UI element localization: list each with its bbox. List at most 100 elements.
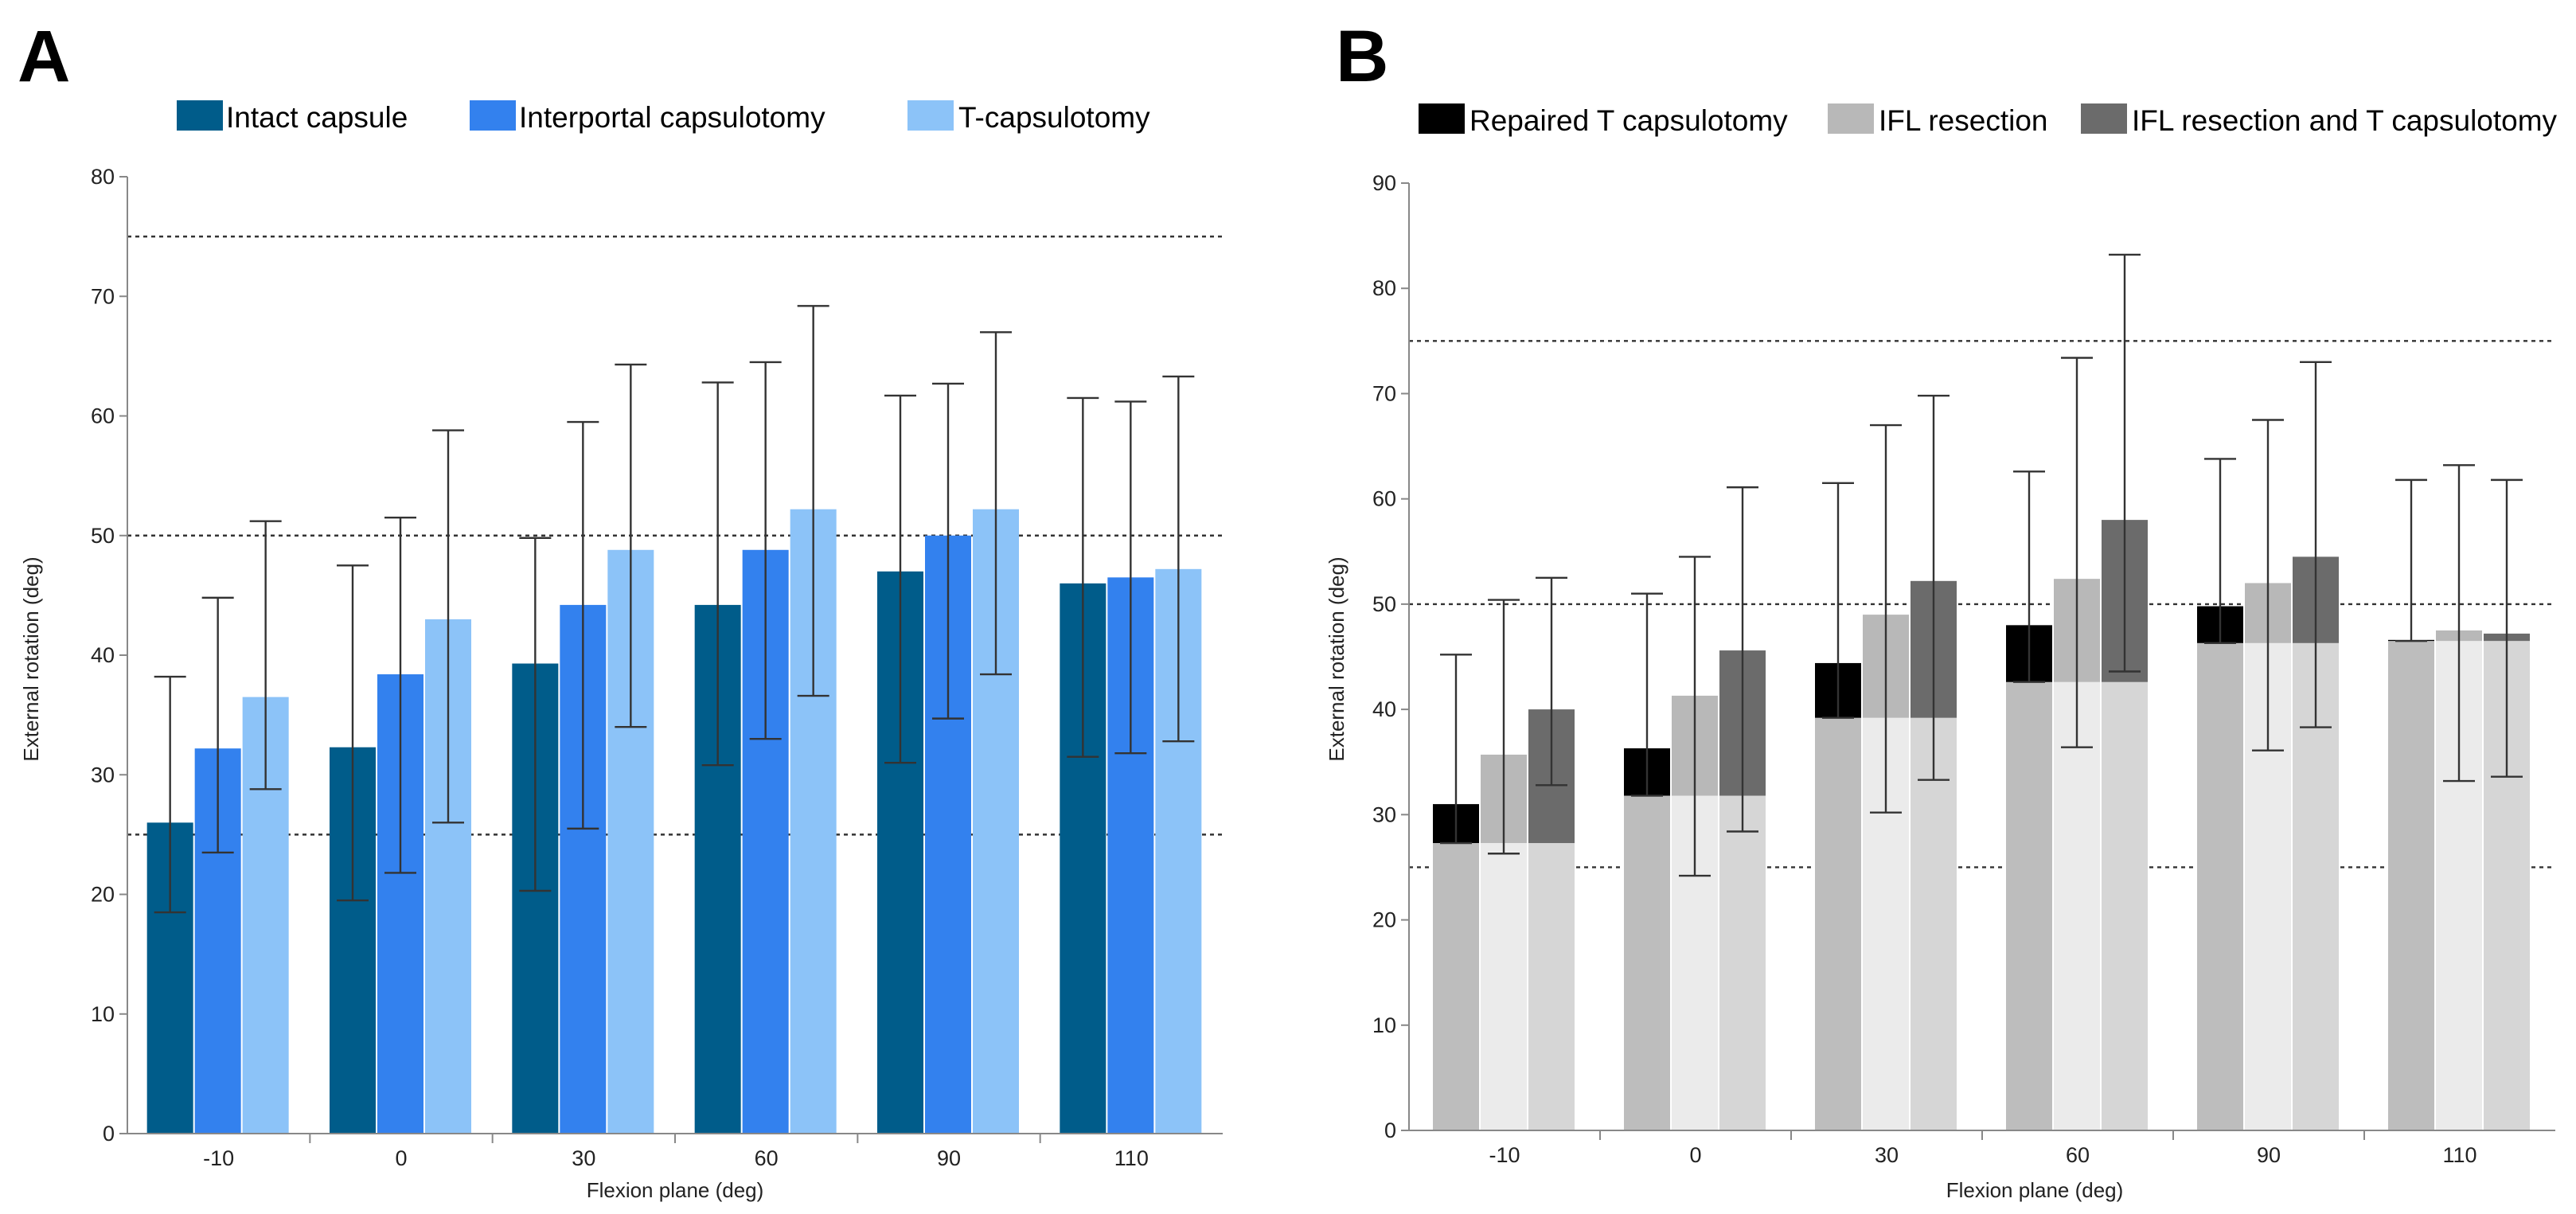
error-bar-t-capsulotomy-90 [980, 331, 1012, 676]
axes-b [1408, 183, 2555, 1131]
error-bar-ifl-resection-0 [1679, 556, 1711, 877]
chart-panel-b: B Repaired T capsulotomy IFL resection I… [1325, 16, 2558, 1202]
error-bar-ifl-resection-10 [1488, 599, 1520, 855]
bar-baseline-repaired-t-capsulotomy-30 [1815, 717, 1861, 1130]
error-bar-t-capsulotomy-110 [1162, 375, 1195, 743]
error-bar-intact-capsule-10 [154, 675, 186, 914]
error-bar-repaired-t-capsulotomy-30 [1822, 482, 1854, 719]
y-ticks-b: 0 10 20 30 40 50 60 70 80 90 [1372, 171, 1409, 1142]
error-bar-intact-capsule-0 [337, 564, 369, 902]
reference-lines-a [127, 235, 1223, 836]
error-bar-repaired-t-capsulotomy-60 [2013, 470, 2045, 683]
error-bars-b [1440, 253, 2523, 877]
y-tick-label-30: 30 [91, 763, 115, 787]
y-tick-label-10: 10 [91, 1002, 115, 1026]
error-bar-intact-capsule-60 [701, 381, 734, 767]
x-axis-title-b: Flexion plane (deg) [1946, 1178, 2124, 1202]
error-bar-t-capsulotomy-60 [797, 305, 829, 697]
y-tick-label-90: 90 [1372, 171, 1396, 195]
error-bar-interportal-capsulotomy-110 [1114, 400, 1147, 755]
error-bar-t-capsulotomy-0 [432, 429, 464, 824]
error-bars-a [154, 305, 1195, 914]
error-bar-ifl-resection-and-t-capsulotomy-10 [1536, 576, 1567, 787]
y-tick-label-0: 0 [103, 1122, 115, 1146]
error-bar-ifl-resection-30 [1870, 424, 1902, 814]
y-tick-label-70: 70 [91, 284, 115, 308]
x-ticks-a: -10 0 30 60 90 110 [203, 1134, 1149, 1170]
y-tick-label-0: 0 [1384, 1118, 1396, 1142]
bar-baseline-ifl-resection-60 [2054, 681, 2100, 1130]
bar-baseline-ifl-resection-and-t-capsulotomy-30 [1911, 717, 1957, 1130]
x-tick-label-110: 110 [1114, 1146, 1149, 1170]
y-tick-label-10: 10 [1372, 1013, 1396, 1037]
x-tick-label-10: -10 [1489, 1143, 1520, 1167]
x-tick-label-110: 110 [2442, 1143, 2476, 1167]
axes-a [127, 177, 1223, 1134]
x-tick-label-30: 30 [1875, 1143, 1899, 1167]
error-bar-ifl-resection-110 [2443, 464, 2475, 783]
bar-baseline-ifl-resection-and-t-capsulotomy-10 [1528, 843, 1575, 1130]
bar-baseline-repaired-t-capsulotomy-10 [1433, 843, 1479, 1130]
reference-lines-b [1409, 340, 2555, 869]
x-tick-label-0: 0 [395, 1146, 407, 1170]
x-ticks-b: -10 0 30 60 90 110 [1489, 1130, 2477, 1167]
x-tick-label-90: 90 [937, 1146, 961, 1170]
error-bar-ifl-resection-and-t-capsulotomy-30 [1918, 394, 1950, 781]
error-bar-interportal-capsulotomy-90 [932, 382, 964, 720]
error-bar-repaired-t-capsulotomy-10 [1440, 654, 1472, 845]
x-tick-label-90: 90 [2257, 1143, 2281, 1167]
x-axis-title-a: Flexion plane (deg) [587, 1178, 764, 1202]
bar-baseline-repaired-t-capsulotomy-90 [2197, 642, 2243, 1130]
legend-b-swatch-repaired [1419, 103, 1465, 134]
bar-baseline-repaired-t-capsulotomy-0 [1624, 795, 1670, 1130]
error-bar-interportal-capsulotomy-60 [749, 361, 782, 740]
x-tick-label-60: 60 [755, 1146, 779, 1170]
legend-b: Repaired T capsulotomy IFL resection IFL… [1419, 103, 2558, 137]
bars-b [1433, 520, 2530, 1130]
x-tick-label-60: 60 [2066, 1143, 2090, 1167]
legend-b-label-ifl-t: IFL resection and T capsulotomy [2132, 104, 2558, 137]
legend-a: Intact capsule Interportal capsulotomy T… [177, 100, 1150, 134]
error-bar-intact-capsule-90 [884, 394, 916, 764]
x-tick-label-0: 0 [1689, 1143, 1701, 1167]
error-bar-ifl-resection-90 [2252, 419, 2284, 751]
legend-a-label-intact-capsule: Intact capsule [226, 101, 408, 134]
legend-b-label-repaired: Repaired T capsulotomy [1469, 104, 1788, 137]
x-tick-label-10: -10 [203, 1146, 234, 1170]
error-bar-intact-capsule-30 [519, 537, 552, 892]
error-bar-ifl-resection-and-t-capsulotomy-60 [2109, 253, 2141, 673]
legend-a-label-interportal: Interportal capsulotomy [519, 101, 825, 134]
error-bar-repaired-t-capsulotomy-90 [2204, 458, 2236, 645]
panel-a-label: A [18, 16, 70, 97]
bar-baseline-repaired-t-capsulotomy-60 [2006, 681, 2052, 1130]
y-tick-label-70: 70 [1372, 381, 1396, 405]
legend-a-swatch-intact-capsule [177, 100, 223, 131]
y-tick-label-80: 80 [1372, 276, 1396, 300]
y-axis-title-a: External rotation (deg) [19, 556, 43, 761]
y-tick-label-50: 50 [1372, 592, 1396, 616]
bar-baseline-ifl-resection-and-t-capsulotomy-0 [1719, 795, 1766, 1130]
y-axis-title-b: External rotation (deg) [1325, 556, 1348, 761]
y-tick-label-20: 20 [1372, 908, 1396, 932]
error-bar-intact-capsule-110 [1067, 396, 1099, 758]
bar-baseline-ifl-resection-10 [1481, 843, 1527, 1130]
y-tick-label-40: 40 [1372, 697, 1396, 721]
legend-a-label-t-capsulotomy: T-capsulotomy [958, 101, 1150, 134]
error-bar-t-capsulotomy-10 [249, 520, 282, 790]
error-bar-interportal-capsulotomy-0 [384, 517, 416, 874]
y-tick-label-40: 40 [91, 643, 115, 667]
y-tick-label-30: 30 [1372, 802, 1396, 826]
bar-baseline-repaired-t-capsulotomy-110 [2388, 641, 2434, 1130]
y-tick-label-20: 20 [91, 883, 115, 907]
x-tick-label-30: 30 [572, 1146, 595, 1170]
y-tick-label-60: 60 [91, 404, 115, 428]
error-bar-ifl-resection-and-t-capsulotomy-90 [2300, 361, 2332, 728]
legend-a-swatch-t-capsulotomy [907, 100, 954, 131]
y-ticks-a: 0 10 20 30 40 50 60 70 80 [91, 165, 127, 1146]
error-bar-t-capsulotomy-30 [615, 363, 647, 728]
bars-a [146, 509, 1202, 1134]
chart-panel-a: A Intact capsule Interportal capsulotomy… [18, 16, 1223, 1202]
error-bar-repaired-t-capsulotomy-110 [2395, 478, 2427, 642]
error-bar-ifl-resection-and-t-capsulotomy-0 [1727, 486, 1758, 833]
